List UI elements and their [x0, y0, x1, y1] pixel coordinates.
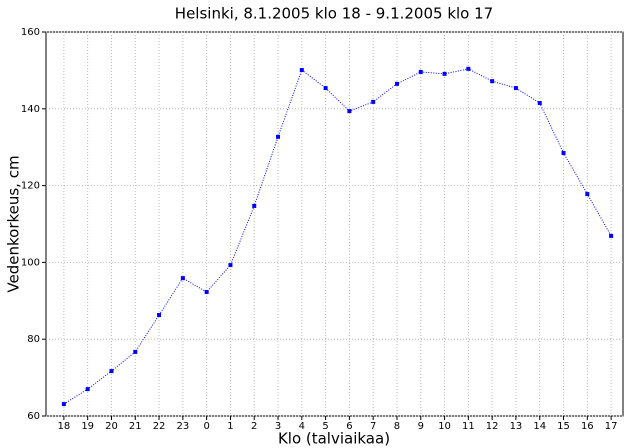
point — [157, 313, 162, 318]
x-tick-label: 23 — [176, 421, 189, 432]
series-line — [63, 68, 612, 405]
x-tick-label: 2 — [251, 421, 257, 432]
point — [299, 68, 304, 73]
point — [85, 387, 90, 392]
y-tick-label: 140 — [21, 104, 40, 115]
x-tick-label: 4 — [299, 421, 305, 432]
x-axis-label: Klo (talviaikaa) — [278, 430, 390, 448]
x-tick-label: 13 — [510, 421, 523, 432]
x-tick-label: 22 — [153, 421, 166, 432]
point — [61, 402, 66, 407]
x-tick-label: 1 — [227, 421, 233, 432]
x-tick-label: 15 — [557, 421, 570, 432]
y-tick-label: 60 — [27, 411, 40, 422]
x-tick-label: 9 — [418, 421, 424, 432]
point — [585, 192, 590, 197]
point — [513, 86, 518, 91]
y-tick-label: 80 — [27, 334, 40, 345]
point — [252, 203, 257, 208]
point — [133, 349, 138, 354]
x-tick-label: 0 — [203, 421, 209, 432]
point — [371, 99, 376, 104]
point — [347, 109, 352, 114]
point — [561, 150, 566, 155]
point — [276, 134, 281, 139]
y-tick-label: 160 — [21, 27, 40, 38]
x-tick-label: 8 — [394, 421, 400, 432]
x-tick-label: 14 — [533, 421, 546, 432]
x-tick-label: 6 — [346, 421, 352, 432]
x-tick-label: 3 — [275, 421, 281, 432]
point — [323, 86, 328, 91]
x-tick-label: 16 — [581, 421, 594, 432]
point — [442, 71, 447, 76]
point — [490, 79, 495, 84]
point — [180, 276, 185, 281]
x-tick-label: 5 — [322, 421, 328, 432]
point — [204, 289, 209, 294]
point — [466, 66, 471, 71]
plot-frame — [45, 31, 624, 417]
x-tick-label: 18 — [58, 421, 71, 432]
x-tick-label: 20 — [105, 421, 118, 432]
x-tick-label: 12 — [486, 421, 499, 432]
point — [394, 81, 399, 86]
y-axis-label: Vedenkorkeus, cm — [5, 155, 23, 292]
point — [609, 233, 614, 238]
x-tick-label: 17 — [605, 421, 618, 432]
x-tick-label: 7 — [370, 421, 376, 432]
x-tick-label: 21 — [129, 421, 142, 432]
point — [109, 369, 114, 374]
point — [418, 69, 423, 74]
point — [537, 101, 542, 106]
x-tick-label: 10 — [438, 421, 451, 432]
chart-title: Helsinki, 8.1.2005 klo 18 - 9.1.2005 klo… — [175, 5, 493, 23]
x-tick-label: 11 — [462, 421, 475, 432]
x-tick-label: 19 — [81, 421, 94, 432]
point — [228, 263, 233, 268]
y-tick-label: 120 — [21, 181, 40, 192]
y-tick-label: 100 — [21, 257, 40, 268]
